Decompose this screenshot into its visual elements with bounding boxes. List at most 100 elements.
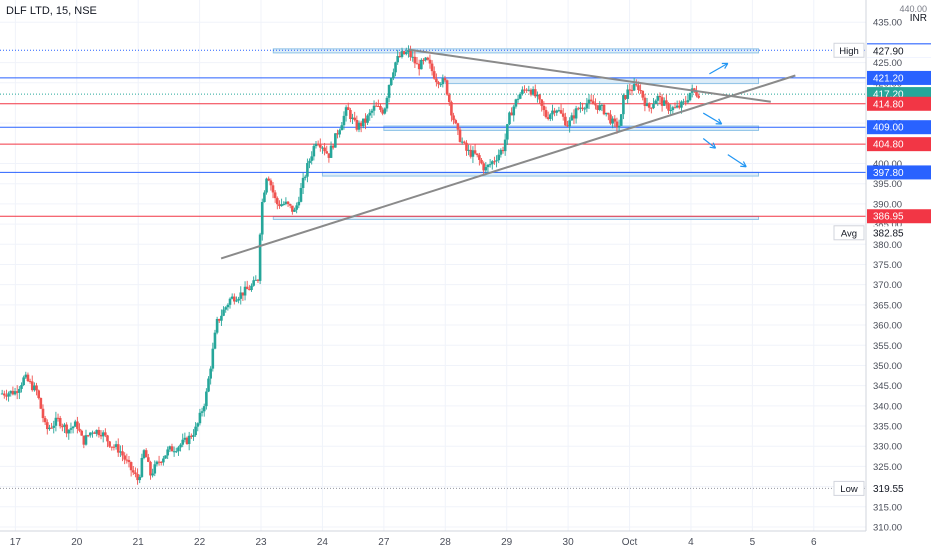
y-tick-label: 365.00 bbox=[873, 300, 902, 311]
candle-body bbox=[426, 58, 429, 60]
candle-body bbox=[654, 101, 657, 104]
candle-body bbox=[538, 95, 541, 100]
candle-body bbox=[205, 392, 208, 407]
candle-body bbox=[162, 459, 165, 463]
x-tick-label: 17 bbox=[10, 537, 22, 548]
candle-body bbox=[250, 286, 253, 290]
candle-body bbox=[429, 60, 432, 64]
candle-body bbox=[106, 435, 109, 441]
marker-label: 382.85 bbox=[873, 228, 904, 239]
candle-body bbox=[265, 179, 268, 193]
candle-body bbox=[310, 156, 313, 160]
candle-body bbox=[667, 104, 670, 111]
candle-body bbox=[452, 115, 455, 120]
candle-body bbox=[480, 160, 483, 163]
candle-body bbox=[194, 427, 197, 435]
candle-body bbox=[446, 80, 449, 94]
candle-body bbox=[293, 210, 296, 212]
candle-body bbox=[287, 202, 290, 204]
candle-body bbox=[121, 451, 124, 455]
y-tick-label: 435.00 bbox=[873, 18, 902, 29]
candle-body bbox=[448, 95, 451, 102]
candle-body bbox=[613, 119, 616, 122]
candle-body bbox=[635, 84, 638, 85]
candle-body bbox=[414, 57, 417, 63]
x-tick-label: 30 bbox=[563, 537, 575, 548]
candle-body bbox=[317, 144, 320, 145]
candle-body bbox=[564, 117, 567, 126]
price-label: 409.00 bbox=[873, 123, 904, 134]
y-tick-label: 310.00 bbox=[873, 522, 902, 533]
candle-body bbox=[276, 198, 279, 204]
y-tick-label: 395.00 bbox=[873, 179, 902, 190]
candle-body bbox=[435, 79, 438, 82]
candle-body bbox=[35, 385, 38, 390]
x-tick-label: Oct bbox=[622, 537, 638, 548]
candle-body bbox=[433, 71, 436, 79]
candle-body bbox=[607, 113, 610, 115]
x-tick-label: 20 bbox=[71, 537, 83, 548]
y-tick-label: 350.00 bbox=[873, 361, 902, 372]
candle-body bbox=[598, 105, 601, 110]
candle-body bbox=[166, 449, 169, 455]
candle-body bbox=[229, 299, 232, 305]
candle-body bbox=[594, 104, 597, 105]
candle-body bbox=[592, 101, 595, 104]
candle-body bbox=[319, 145, 322, 148]
candle-body bbox=[648, 103, 651, 108]
candle-body bbox=[196, 423, 199, 426]
arrow-shaft bbox=[703, 113, 721, 124]
candle-body bbox=[388, 85, 391, 98]
candle-body bbox=[431, 64, 434, 72]
zone-rect bbox=[322, 172, 758, 176]
candle-body bbox=[192, 435, 195, 437]
candle-body bbox=[340, 125, 343, 130]
candle-body bbox=[349, 110, 352, 119]
y-tick-label: 370.00 bbox=[873, 280, 902, 291]
candle-body bbox=[147, 457, 150, 462]
candle-body bbox=[52, 426, 55, 428]
candle-body bbox=[405, 52, 408, 54]
candle-body bbox=[697, 96, 700, 98]
candle-body bbox=[517, 99, 520, 100]
y-tick-label: 375.00 bbox=[873, 260, 902, 271]
candle-body bbox=[78, 429, 81, 431]
candle-body bbox=[302, 178, 305, 188]
candle-body bbox=[493, 161, 496, 162]
y-tick-label: 335.00 bbox=[873, 422, 902, 433]
candle-body bbox=[390, 78, 393, 85]
candle-body bbox=[515, 99, 518, 106]
candle-body bbox=[134, 472, 137, 474]
candle-body bbox=[59, 418, 62, 426]
candle-body bbox=[237, 299, 240, 301]
candle-body bbox=[44, 418, 47, 422]
candle-body bbox=[274, 192, 277, 198]
y-tick-label: 340.00 bbox=[873, 401, 902, 412]
candle-body bbox=[353, 118, 356, 120]
candle-body bbox=[18, 389, 21, 393]
candle-body bbox=[199, 413, 202, 423]
candle-body bbox=[20, 385, 23, 389]
x-tick-label: 27 bbox=[378, 537, 390, 548]
candle-body bbox=[80, 431, 83, 436]
candle-body bbox=[138, 477, 141, 480]
candle-body bbox=[669, 110, 672, 111]
candle-body bbox=[201, 411, 204, 413]
candle-body bbox=[459, 130, 462, 142]
candle-body bbox=[338, 130, 341, 134]
marker-label: 319.55 bbox=[873, 484, 904, 495]
candle-body bbox=[104, 432, 107, 435]
candle-body bbox=[626, 89, 629, 98]
candle-body bbox=[504, 140, 507, 152]
candle-body bbox=[368, 113, 371, 116]
marker-tag: Avg bbox=[841, 228, 857, 239]
candle-body bbox=[98, 430, 101, 435]
x-tick-label: 29 bbox=[501, 537, 513, 548]
candle-body bbox=[549, 114, 552, 119]
candle-body bbox=[151, 474, 154, 476]
candle-body bbox=[108, 441, 111, 446]
candle-body bbox=[420, 60, 423, 69]
